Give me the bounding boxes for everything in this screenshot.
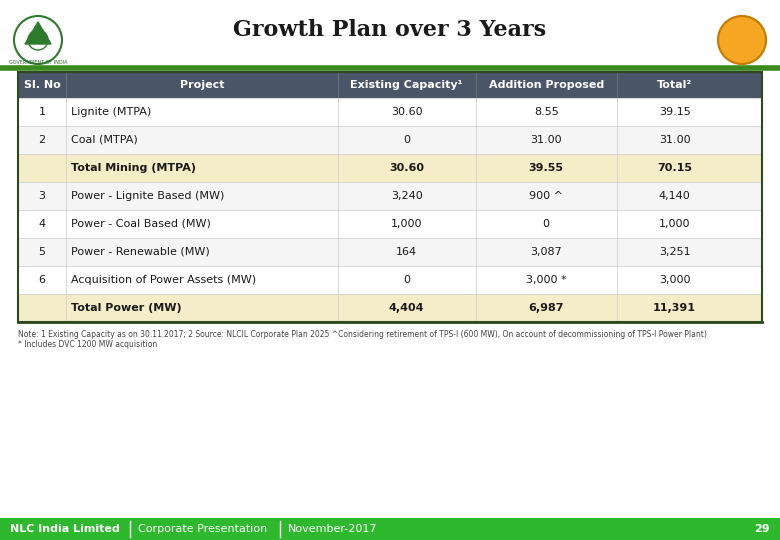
Bar: [18, 210, 762, 238]
Bar: [18, 72, 762, 98]
Text: Total²: Total²: [657, 80, 692, 90]
Text: 1,000: 1,000: [391, 219, 423, 229]
Text: 31.00: 31.00: [659, 135, 690, 145]
Text: 3,087: 3,087: [530, 247, 562, 257]
Text: 900 ^: 900 ^: [530, 191, 563, 201]
Circle shape: [718, 16, 766, 64]
Text: Total Mining (MTPA): Total Mining (MTPA): [71, 163, 197, 173]
Text: 1,000: 1,000: [659, 219, 690, 229]
Text: 1: 1: [39, 107, 46, 117]
Text: 3,000: 3,000: [659, 275, 690, 285]
Bar: [0, 518, 780, 540]
Text: 3,251: 3,251: [659, 247, 690, 257]
Text: Acquisition of Power Assets (MW): Acquisition of Power Assets (MW): [71, 275, 257, 285]
Text: 30.60: 30.60: [391, 107, 423, 117]
Bar: [18, 294, 762, 322]
Text: 3,240: 3,240: [391, 191, 423, 201]
Text: 70.15: 70.15: [657, 163, 692, 173]
Bar: [18, 126, 762, 154]
Text: NLC India Limited: NLC India Limited: [10, 524, 120, 534]
Text: 6: 6: [39, 275, 46, 285]
Text: 11,391: 11,391: [653, 303, 696, 313]
Text: GOVERNMENT OF INDIA: GOVERNMENT OF INDIA: [9, 60, 67, 65]
Circle shape: [14, 16, 62, 64]
Text: 8.55: 8.55: [534, 107, 558, 117]
Text: 164: 164: [396, 247, 417, 257]
Bar: [0, 0, 780, 70]
Bar: [18, 266, 762, 294]
Bar: [18, 98, 762, 126]
Text: * Includes DVC 1200 MW acquisition: * Includes DVC 1200 MW acquisition: [18, 340, 158, 349]
Text: Addition Proposed: Addition Proposed: [488, 80, 604, 90]
Text: Coal (MTPA): Coal (MTPA): [71, 135, 138, 145]
Text: Sl. No: Sl. No: [24, 80, 61, 90]
Bar: [18, 72, 762, 322]
Text: 39.15: 39.15: [658, 107, 690, 117]
Text: 3: 3: [39, 191, 46, 201]
Text: Power - Lignite Based (MW): Power - Lignite Based (MW): [71, 191, 225, 201]
Text: 5: 5: [39, 247, 46, 257]
Text: 31.00: 31.00: [530, 135, 562, 145]
Text: 2: 2: [39, 135, 46, 145]
Text: 4,404: 4,404: [389, 303, 424, 313]
Bar: [18, 238, 762, 266]
Text: Total Power (MW): Total Power (MW): [71, 303, 182, 313]
Bar: [18, 182, 762, 210]
Text: Existing Capacity¹: Existing Capacity¹: [350, 80, 463, 90]
Bar: [18, 154, 762, 182]
Polygon shape: [25, 22, 51, 44]
Text: Corporate Presentation: Corporate Presentation: [138, 524, 268, 534]
Text: Project: Project: [180, 80, 225, 90]
Text: 39.55: 39.55: [529, 163, 564, 173]
Text: 6,987: 6,987: [529, 303, 564, 313]
Text: 4,140: 4,140: [658, 191, 690, 201]
Text: Note: 1 Existing Capacity as on 30.11.2017; 2 Source: NLCIL Corporate Plan 2025 : Note: 1 Existing Capacity as on 30.11.20…: [18, 330, 707, 339]
Text: Power - Renewable (MW): Power - Renewable (MW): [71, 247, 210, 257]
Text: 0: 0: [403, 275, 410, 285]
Text: 3,000 *: 3,000 *: [526, 275, 566, 285]
Text: Lignite (MTPA): Lignite (MTPA): [71, 107, 151, 117]
Text: Growth Plan over 3 Years: Growth Plan over 3 Years: [233, 19, 547, 41]
Text: 0: 0: [403, 135, 410, 145]
Text: November-2017: November-2017: [288, 524, 378, 534]
Text: Power - Coal Based (MW): Power - Coal Based (MW): [71, 219, 211, 229]
Text: 29: 29: [754, 524, 770, 534]
Text: 30.60: 30.60: [389, 163, 424, 173]
Text: 0: 0: [543, 219, 550, 229]
Text: 4: 4: [39, 219, 46, 229]
